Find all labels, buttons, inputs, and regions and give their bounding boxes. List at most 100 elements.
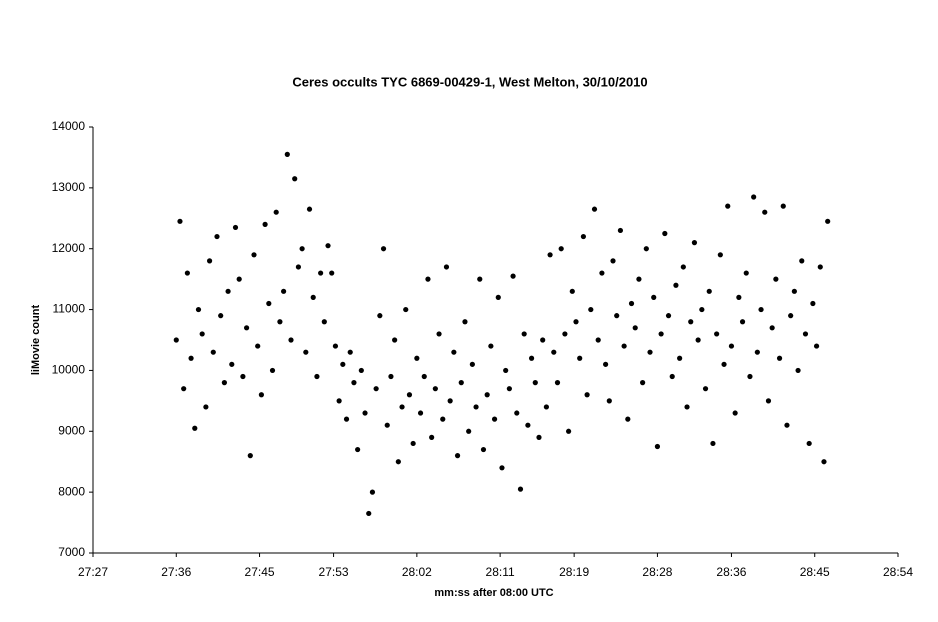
data-point [728, 343, 735, 349]
data-point [584, 392, 590, 398]
data-point [232, 224, 239, 231]
y-tick-label: 7000 [58, 545, 85, 559]
data-point [662, 230, 668, 237]
data-point [747, 373, 753, 380]
data-point [466, 428, 472, 434]
data-point [329, 270, 335, 276]
data-point [625, 416, 631, 422]
data-point [195, 306, 202, 313]
data-point [791, 288, 797, 294]
data-point [451, 349, 457, 355]
data-point [273, 209, 279, 215]
y-tick-label: 12000 [52, 241, 86, 255]
data-point [628, 300, 635, 307]
data-point [595, 337, 601, 343]
x-tick-label: 27:27 [78, 565, 108, 579]
data-point [665, 313, 672, 319]
data-point [332, 343, 339, 349]
data-point [721, 361, 727, 367]
data-point [218, 313, 224, 319]
data-point [773, 276, 779, 282]
y-tick-label: 8000 [58, 484, 85, 498]
data-point [429, 434, 435, 440]
data-point [725, 203, 731, 209]
data-point [192, 425, 198, 431]
data-point [336, 398, 342, 404]
data-point [240, 373, 246, 380]
data-point [469, 361, 475, 367]
x-tick-label: 27:36 [161, 565, 191, 579]
data-point [795, 367, 801, 374]
data-point [669, 373, 675, 380]
data-point [421, 373, 427, 380]
data-point [521, 331, 527, 337]
data-point [739, 319, 746, 325]
data-point [710, 440, 716, 447]
x-tick-label: 27:45 [245, 565, 275, 579]
x-tick-label: 28:54 [883, 565, 913, 579]
data-point [754, 349, 760, 355]
data-point [399, 404, 405, 410]
data-point [510, 273, 516, 279]
data-point [221, 380, 227, 386]
data-point [743, 270, 749, 276]
data-point [417, 410, 424, 416]
y-tick-label: 14000 [52, 119, 86, 133]
data-point [214, 233, 220, 240]
data-point [440, 416, 446, 422]
data-point [480, 446, 487, 453]
data-point [310, 294, 316, 300]
data-point [181, 386, 187, 392]
data-point [540, 337, 546, 343]
data-point [651, 294, 657, 300]
data-point [603, 361, 609, 367]
data-point [769, 325, 775, 331]
data-point [684, 404, 690, 410]
data-point [617, 227, 624, 234]
data-point [551, 349, 557, 355]
data-point [229, 361, 235, 367]
data-point [565, 428, 572, 434]
data-point [614, 313, 620, 319]
data-point [751, 194, 757, 200]
data-point [177, 218, 183, 224]
data-point [825, 218, 831, 224]
data-point [677, 355, 683, 361]
data-point [514, 410, 520, 416]
x-tick-label: 28:28 [642, 565, 672, 579]
x-axis-label: mm:ss after 08:00 UTC [434, 587, 553, 599]
x-tick-label: 28:11 [486, 565, 515, 579]
data-point [591, 206, 598, 212]
y-axis-label: liMovie count [30, 305, 42, 376]
data-point [732, 410, 738, 416]
data-point [821, 459, 827, 465]
data-point [473, 404, 479, 410]
y-tick-label: 13000 [52, 180, 86, 194]
data-point [599, 270, 605, 276]
data-point [295, 264, 302, 270]
data-point [491, 416, 498, 422]
data-point [351, 380, 357, 386]
data-point [788, 313, 794, 319]
data-point [443, 264, 450, 270]
data-point [266, 300, 272, 307]
data-point [225, 288, 231, 294]
data-point [799, 258, 805, 264]
data-point [699, 306, 705, 313]
data-point [810, 300, 816, 307]
data-point [277, 319, 283, 325]
data-point [406, 392, 413, 398]
data-point [436, 331, 442, 337]
data-point [188, 355, 194, 361]
data-point [695, 337, 701, 343]
data-point [358, 367, 364, 374]
data-point [477, 276, 483, 282]
data-point [173, 337, 179, 343]
data-point [414, 355, 420, 361]
data-point [410, 440, 416, 447]
data-point [736, 294, 742, 300]
data-point [306, 206, 313, 212]
data-point [588, 306, 594, 313]
data-point [347, 349, 353, 355]
